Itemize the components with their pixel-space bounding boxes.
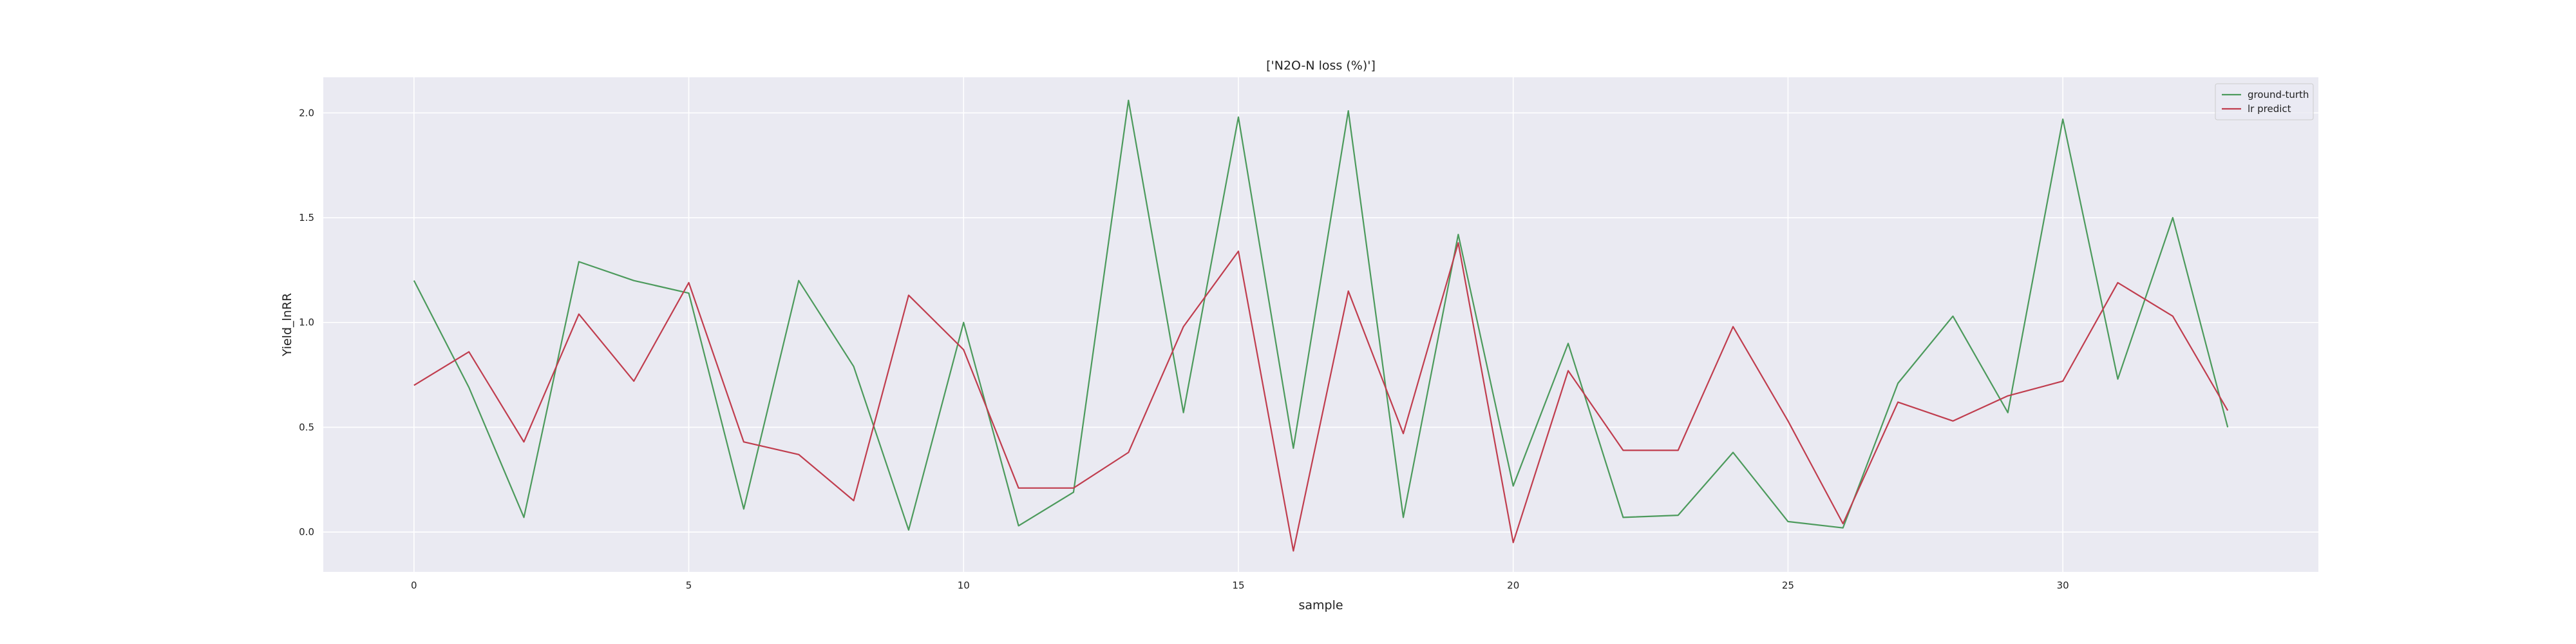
- legend-box: [2215, 83, 2314, 120]
- series-line-1: [413, 99, 2229, 531]
- y-tick-label: 0.0: [299, 526, 314, 538]
- y-tick-label: 2.0: [299, 107, 314, 118]
- legend-label-1: ground-turth: [2248, 89, 2309, 100]
- x-tick-label: 5: [686, 580, 692, 591]
- grid: [323, 77, 2318, 572]
- x-axis-label: sample: [1298, 598, 1343, 612]
- y-tick-label: 1.5: [299, 212, 314, 223]
- y-tick-label: 0.5: [299, 421, 314, 433]
- series-line-2: [413, 242, 2229, 552]
- series-layer: [413, 99, 2229, 552]
- x-tick-label: 20: [1507, 580, 1519, 591]
- chart-title: ['N2O-N loss (%)']: [1266, 59, 1376, 73]
- legend-label-2: lr predict: [2248, 103, 2291, 115]
- legend: ground-turth lr predict: [2215, 83, 2314, 120]
- plot-area: [323, 77, 2318, 572]
- x-tick-label: 30: [2057, 580, 2069, 591]
- tick-labels: 0 5 10 15 20 25 30 0.0 0.5 1.0 1.5 2.0: [299, 107, 2069, 591]
- x-tick-label: 25: [1782, 580, 1794, 591]
- x-tick-label: 15: [1232, 580, 1244, 591]
- y-axis-label: Yield_lnRR: [280, 293, 294, 357]
- y-tick-label: 1.0: [299, 317, 314, 328]
- x-tick-label: 0: [411, 580, 417, 591]
- x-tick-label: 10: [958, 580, 970, 591]
